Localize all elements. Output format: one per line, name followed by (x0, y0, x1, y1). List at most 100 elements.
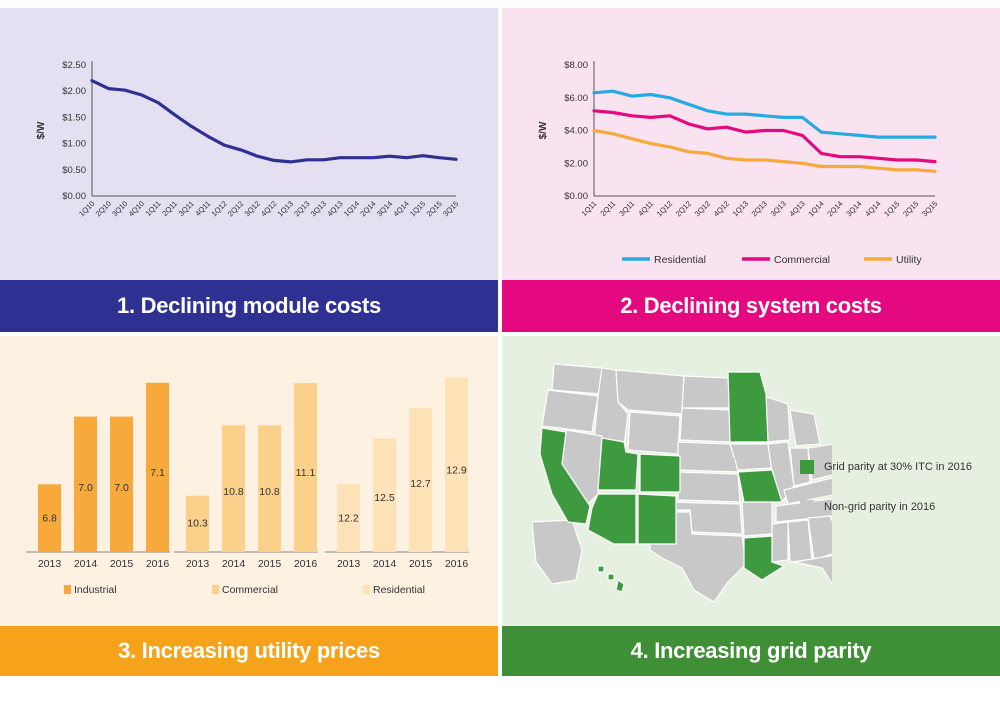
mississippi-state (771, 521, 789, 563)
bar-value-label: 7.0 (114, 482, 129, 494)
x-tick-label: 2Q13 (292, 199, 311, 218)
panel-utility-prices: 6.8 2013 7.0 2014 7.0 2015 7.1 2016 Industrial 10… (0, 336, 498, 676)
x-tick-label: 1Q14 (806, 199, 825, 218)
bar-commercial-2015 (258, 425, 281, 552)
kansas-state (677, 471, 741, 503)
north-dakota-state (681, 375, 731, 409)
bar-residential-2015 (409, 407, 432, 552)
x-tick-label: 1Q13 (731, 199, 750, 218)
map-legend-parity: Grid parity at 30% ITC in 2016 (800, 460, 972, 474)
alaska-state (532, 519, 583, 585)
wyoming-state (627, 411, 681, 455)
bar-value-label: 12.5 (374, 492, 395, 504)
panel-3-banner: 3. Increasing utility prices (0, 626, 498, 676)
bar-industrial-2013 (38, 484, 61, 552)
legend-label: Utility (896, 254, 922, 266)
bar-value-label: 7.1 (150, 467, 165, 479)
us-grid-parity-map (532, 363, 832, 603)
bar-value-label: 12.2 (338, 512, 359, 524)
y-tick-label: $2.00 (62, 86, 86, 97)
x-tick-label: 4Q14 (391, 199, 410, 218)
arkansas-state (741, 499, 773, 537)
x-tick-label: 3Q14 (844, 199, 863, 218)
x-tick-label: 3Q13 (309, 199, 328, 218)
map-legend-non-parity: Non-grid parity in 2016 (800, 500, 935, 514)
series-line-module (90, 79, 458, 164)
x-tick-label: 1Q12 (209, 199, 228, 218)
y-tick-label: $8.00 (564, 60, 588, 71)
y-tick-label: $6.00 (564, 93, 588, 104)
nebraska-state (677, 441, 739, 473)
x-tick-label: 2014 (373, 558, 397, 570)
x-tick-label: 4Q14 (863, 199, 882, 218)
series-line-utility (592, 128, 937, 173)
x-tick-label: 3Q10 (110, 199, 129, 218)
x-tick-label: 2015 (409, 558, 433, 570)
x-tick-label: 4Q10 (127, 199, 146, 218)
x-tick-label: 2016 (146, 558, 170, 570)
bar-residential-2014 (373, 438, 396, 552)
bar-industrial-2014 (74, 416, 97, 552)
y-tick-label: $0.50 (62, 165, 86, 176)
x-tick-label: 2Q15 (901, 199, 920, 218)
x-tick-label: 1Q14 (342, 199, 361, 218)
x-tick-label: 2Q14 (358, 199, 377, 218)
iowa-state (729, 443, 773, 471)
bar-residential-2016 (445, 377, 468, 552)
minnesota-state (727, 371, 769, 443)
x-tick-label: 1Q12 (655, 199, 674, 218)
y-tick-label: $2.50 (62, 60, 86, 71)
panel-1-title: 1. Declining module costs (117, 293, 381, 318)
new-mexico-state (637, 493, 677, 545)
module-cost-line-chart: $0.00$0.50$1.00$1.50$2.00$2.50$/W1Q102Q1… (36, 60, 460, 218)
parity-swatch (800, 460, 814, 474)
y-tick-label: $1.50 (62, 112, 86, 123)
panel-4-banner: 4. Increasing grid parity (502, 626, 1000, 676)
bar-value-label: 7.0 (78, 482, 93, 494)
panel-module-costs: $0.00 $0.50 $1.00 $1.50 $2.00 $2.50 $/W 1Q10 2Q1… (0, 8, 498, 332)
y-tick-label: $2.00 (564, 158, 588, 169)
y-axis-label: $/W (538, 121, 549, 139)
x-tick-label: 3Q15 (920, 199, 939, 218)
series-line-residential (592, 89, 937, 139)
x-tick-label: 3Q11 (617, 199, 636, 218)
bar-value-label: 12.7 (410, 478, 431, 490)
hawaii-islands (597, 565, 625, 593)
bar-value-label: 11.1 (296, 467, 316, 479)
bar-value-label: 10.3 (187, 518, 208, 530)
x-tick-label: 1Q13 (276, 199, 295, 218)
y-tick-label: $0.00 (62, 191, 86, 202)
california-state (539, 427, 591, 525)
legend-label: Residential (654, 254, 706, 266)
florida-state (793, 555, 832, 585)
alabama-state (787, 519, 813, 563)
arizona-state (587, 493, 637, 545)
x-tick-label: 2Q12 (226, 199, 245, 218)
series-line-commercial (592, 109, 937, 164)
michigan-state (789, 409, 821, 447)
south-dakota-state (679, 407, 731, 443)
x-tick-label: 2014 (222, 558, 246, 570)
panel-system-costs: $0.00 $2.00 $4.00 $6.00 $8.00 $/W 1Q11 2Q11 3Q11… (502, 8, 1000, 332)
x-tick-label: 2016 (294, 558, 318, 570)
bar-commercial-2013 (186, 495, 209, 552)
x-tick-label: 2014 (74, 558, 98, 570)
panel-1-banner: 1. Declining module costs (0, 280, 498, 332)
legend-label: Residential (373, 584, 425, 596)
x-tick-label: 1Q15 (408, 199, 427, 218)
x-tick-label: 2Q13 (750, 199, 769, 218)
x-tick-label: 2Q15 (425, 199, 444, 218)
x-tick-label: 2Q10 (94, 199, 113, 218)
x-tick-label: 2Q11 (598, 199, 617, 218)
panel-grid-parity: Grid parity at 30% ITC in 2016 Non-grid … (502, 336, 1000, 676)
bar-value-label: 10.8 (223, 486, 244, 498)
x-tick-label: 3Q11 (177, 199, 196, 218)
x-tick-label: 3Q12 (693, 199, 712, 218)
bar-industrial-2016 (146, 382, 169, 552)
x-tick-label: 2Q14 (825, 199, 844, 218)
x-tick-label: 4Q11 (636, 199, 655, 218)
x-tick-label: 4Q12 (259, 199, 278, 218)
x-tick-label: 2013 (38, 558, 62, 570)
x-tick-label: 2015 (258, 558, 282, 570)
